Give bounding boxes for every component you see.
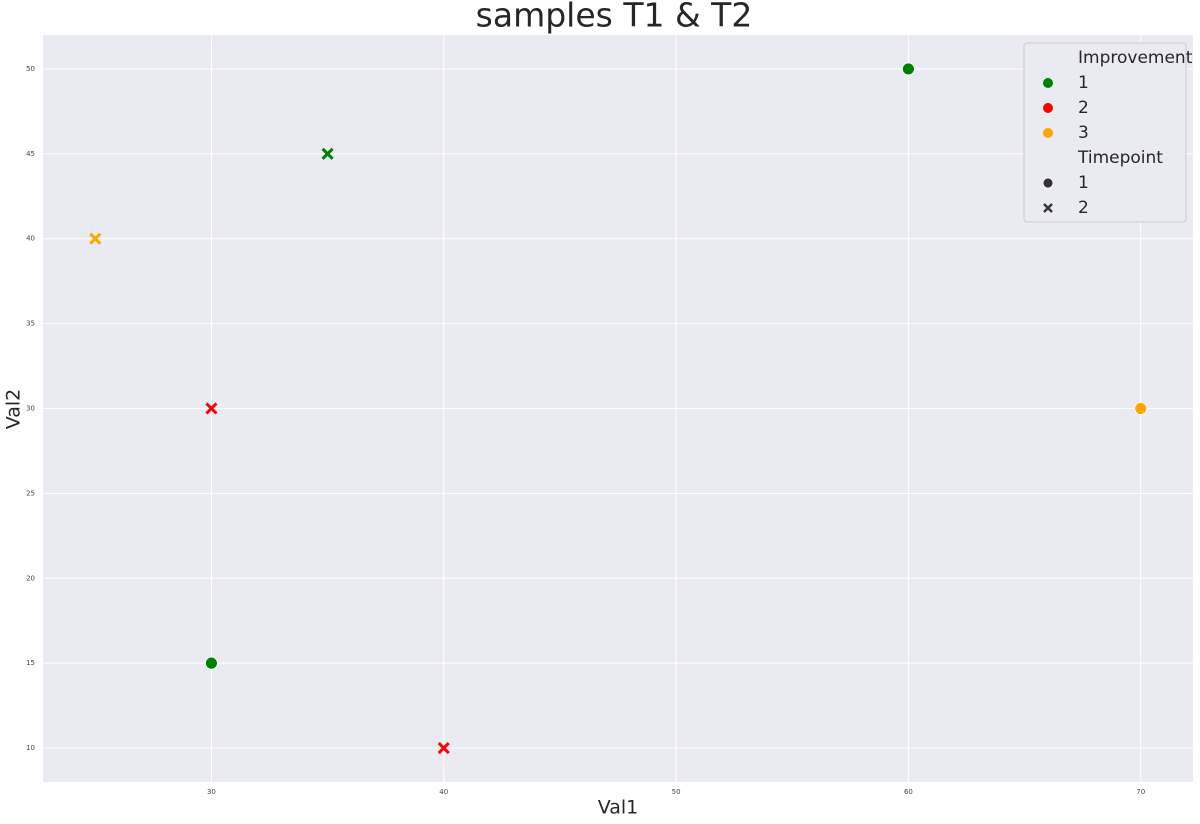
chart-title: samples T1 & T2 xyxy=(476,0,753,35)
x-tick-label: 30 xyxy=(207,788,216,796)
legend-marker xyxy=(1043,203,1053,213)
y-tick-label: 30 xyxy=(26,405,35,413)
legend-label: 2 xyxy=(1078,98,1089,118)
legend-marker xyxy=(1043,78,1053,88)
y-tick-label: 50 xyxy=(26,65,35,73)
point xyxy=(205,402,218,415)
x-tick-label: 40 xyxy=(439,788,448,796)
y-tick-label: 25 xyxy=(26,489,35,497)
point xyxy=(321,147,334,160)
legend: Improvement 1 2 3 Timepoint 1 2 xyxy=(1023,42,1193,223)
legend-title: Timepoint xyxy=(1077,148,1163,168)
x-tick-label: 60 xyxy=(904,788,913,796)
y-tick-label: 35 xyxy=(26,320,35,328)
point xyxy=(437,741,450,755)
y-tick-label: 40 xyxy=(26,235,35,243)
points xyxy=(89,62,1148,755)
y-axis-label: Val2 xyxy=(3,389,25,430)
y-tick-label: 10 xyxy=(26,744,35,752)
legend-marker xyxy=(1043,128,1053,138)
x-tick-label: 50 xyxy=(672,788,681,796)
legend-label: 1 xyxy=(1078,173,1089,193)
legend-title: Improvement xyxy=(1078,48,1193,68)
legend-label: 1 xyxy=(1078,73,1089,93)
y-tick-label: 15 xyxy=(26,659,35,667)
y-tick-label: 20 xyxy=(26,574,35,582)
point xyxy=(89,232,102,245)
point xyxy=(1134,402,1148,415)
legend-label: 3 xyxy=(1078,123,1089,143)
legend-marker xyxy=(1043,103,1053,113)
grid xyxy=(43,35,1193,782)
x-axis-label: Val1 xyxy=(598,797,639,819)
legend-box xyxy=(1023,42,1187,223)
point xyxy=(902,62,915,76)
x-tick-label: 70 xyxy=(1136,788,1145,796)
point xyxy=(205,656,218,670)
legend-marker xyxy=(1042,177,1054,189)
legend-label: 2 xyxy=(1078,198,1089,218)
y-tick-label: 45 xyxy=(26,150,35,158)
